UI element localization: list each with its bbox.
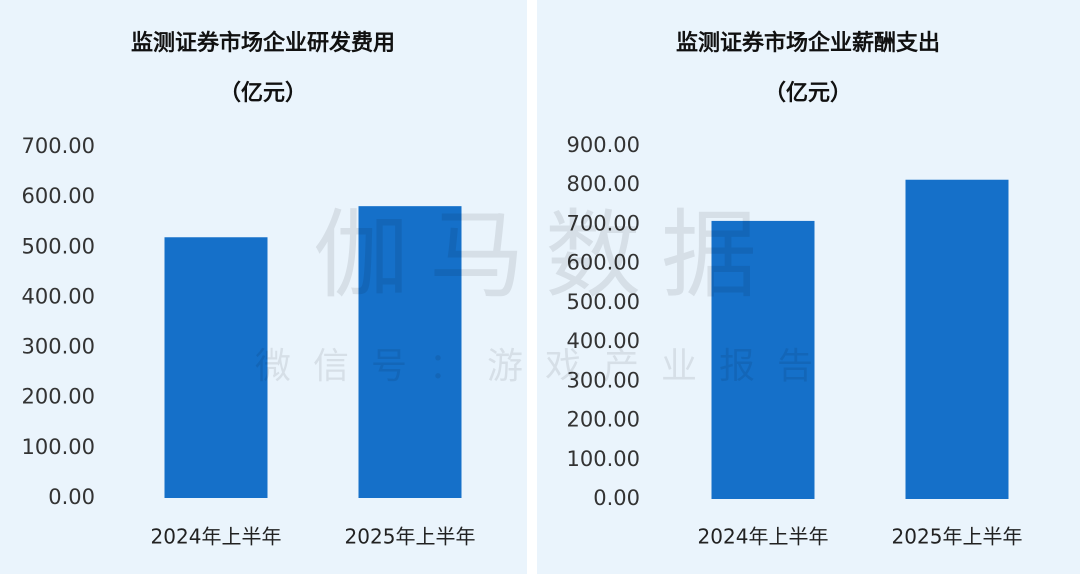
y-tick-label: 600.00 bbox=[567, 251, 640, 275]
x-tick-label: 2024年上半年 bbox=[698, 525, 829, 549]
y-tick-label: 100.00 bbox=[22, 435, 95, 459]
y-tick-label: 100.00 bbox=[567, 447, 640, 471]
bar bbox=[358, 206, 462, 498]
y-tick-label: 0.00 bbox=[48, 485, 95, 509]
charts: 监测证券市场企业研发费用 （亿元） 0.00 100.00 200.00 300.00 40… bbox=[22, 30, 1023, 549]
y-tick-label: 600.00 bbox=[22, 184, 95, 208]
chart-title: （亿元） bbox=[219, 81, 307, 106]
y-tick-label: 700.00 bbox=[567, 211, 640, 235]
x-tick-label: 2024年上半年 bbox=[151, 525, 282, 549]
bar bbox=[164, 237, 268, 498]
y-tick-label: 500.00 bbox=[22, 234, 95, 258]
y-tick-label: 200.00 bbox=[22, 385, 95, 409]
y-tick-label: 900.00 bbox=[567, 133, 640, 157]
x-tick-label: 2025年上半年 bbox=[892, 525, 1023, 549]
chart-title: 监测证券市场企业薪酬支出 bbox=[676, 30, 940, 56]
y-tick-label: 400.00 bbox=[567, 329, 640, 353]
y-tick-label: 500.00 bbox=[567, 290, 640, 314]
y-tick-label: 300.00 bbox=[567, 368, 640, 392]
chart-title: 监测证券市场企业研发费用 bbox=[131, 30, 395, 56]
x-tick-label: 2025年上半年 bbox=[345, 525, 476, 549]
y-tick-label: 300.00 bbox=[22, 335, 95, 359]
y-tick-label: 400.00 bbox=[22, 284, 95, 308]
bar bbox=[711, 220, 815, 500]
watermark-sub: 微信号：游戏产业报告 bbox=[255, 346, 835, 387]
chart-title: （亿元） bbox=[764, 81, 852, 106]
bar bbox=[905, 179, 1009, 499]
y-tick-label: 0.00 bbox=[593, 486, 640, 510]
y-tick-label: 800.00 bbox=[567, 172, 640, 196]
y-tick-label: 200.00 bbox=[567, 408, 640, 432]
watermark: 伽马数据 bbox=[313, 199, 777, 311]
y-tick-label: 700.00 bbox=[22, 134, 95, 158]
